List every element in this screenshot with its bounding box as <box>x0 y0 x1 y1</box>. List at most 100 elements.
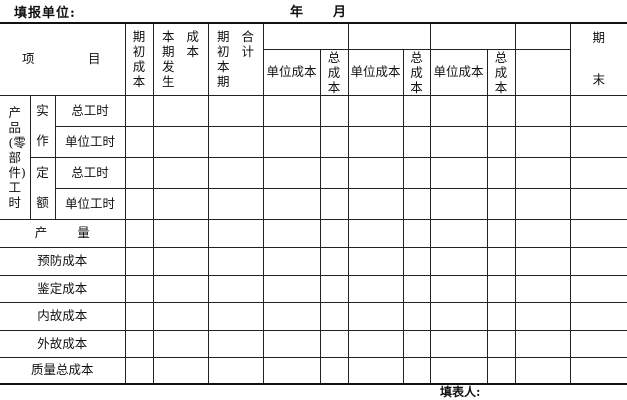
item-header-right: 目 <box>87 51 101 67</box>
blank-cell <box>124 274 154 303</box>
cumulative-right: 合计 <box>241 29 255 60</box>
blank-cell <box>569 274 627 303</box>
blank-cell <box>486 301 516 331</box>
row-label-output: 产量 <box>0 218 126 248</box>
blank-cell <box>486 356 516 385</box>
blank-cell <box>152 187 209 220</box>
total-cost-header: 总成本 <box>486 48 516 96</box>
filler-label: 填表人: <box>440 385 481 399</box>
blank-cell <box>152 356 209 385</box>
blank-cell <box>207 156 264 189</box>
blank-cell <box>402 356 431 385</box>
blank-cell <box>347 94 404 127</box>
blank-cell <box>429 187 488 220</box>
blank-cell <box>347 218 404 248</box>
table-row: 单位工时 <box>0 125 627 158</box>
blank-cell <box>262 218 321 248</box>
row-label: 鉴定成本 <box>0 274 126 303</box>
blank-cell <box>569 156 627 189</box>
blank-cell <box>319 274 349 303</box>
total-cost-text: 总成本 <box>494 49 508 95</box>
row-label: 总工时 <box>54 156 126 189</box>
blank-cell <box>514 246 571 276</box>
blank-cell <box>514 218 571 248</box>
blank-cell <box>262 301 321 331</box>
blank-cell <box>486 94 516 127</box>
blank-cell <box>207 125 264 158</box>
blank-cell <box>207 356 264 385</box>
month-label: 月 <box>333 5 347 20</box>
blank-cell <box>319 301 349 331</box>
table-row: 内故成本 <box>0 301 627 331</box>
total-cost-text: 总成本 <box>410 49 423 95</box>
blank-cell <box>152 246 209 276</box>
blank-cell <box>319 246 349 276</box>
blank-cell <box>402 218 431 248</box>
blank-cell <box>207 94 264 127</box>
total-cost-header: 总成本 <box>319 48 349 96</box>
blank-cell <box>429 156 488 189</box>
date-label: 年月 <box>290 1 376 20</box>
blank-cell <box>514 329 571 358</box>
blank-cell <box>319 356 349 385</box>
blank-cell <box>569 94 627 127</box>
unit-cost-header: 单位成本 <box>429 48 488 96</box>
table-row: 质量总成本 <box>0 356 627 385</box>
blank-cell <box>262 274 321 303</box>
year-label: 年 <box>290 5 304 20</box>
blank-cell <box>429 125 488 158</box>
cumulative-left: 期初本期 <box>217 29 230 90</box>
item-header-left: 项 <box>22 51 35 67</box>
row-label: 单位工时 <box>55 125 126 158</box>
blank-cell <box>152 301 209 331</box>
blank-cell <box>262 329 321 358</box>
unit-cost-header: 单位成本 <box>263 48 321 96</box>
blank-cell <box>402 329 431 358</box>
row-label: 内故成本 <box>0 301 126 331</box>
blank-cell <box>514 356 571 385</box>
blank-cell <box>347 301 404 331</box>
blank-cell <box>347 187 404 220</box>
blank-cell <box>319 125 349 158</box>
standard-text: 定额 <box>36 165 49 211</box>
blank-cell <box>514 301 571 331</box>
blank-header <box>514 48 570 96</box>
group-2-header <box>347 22 431 50</box>
blank-cell <box>319 187 349 220</box>
blank-cell <box>569 125 627 158</box>
item-header: 项目 <box>0 22 126 96</box>
unit-cost-header: 单位成本 <box>347 48 404 96</box>
blank-cell <box>402 187 431 220</box>
blank-cell <box>569 246 627 276</box>
blank-cell <box>486 246 516 276</box>
blank-cell <box>319 156 349 189</box>
group-3-header <box>429 22 516 50</box>
blank-cell <box>429 301 488 331</box>
blank-cell <box>486 125 516 158</box>
blank-cell <box>514 274 571 303</box>
blank-cell <box>486 274 516 303</box>
blank-cell <box>124 218 154 248</box>
blank-cell <box>124 156 154 189</box>
cumulative-header: 期初本期 合计 <box>207 22 264 96</box>
blank-cell <box>262 94 321 127</box>
blank-cell <box>569 301 627 331</box>
table-row: 定额 总工时 <box>0 156 627 220</box>
table-row: 鉴定成本 <box>0 274 627 303</box>
blank-cell <box>124 125 154 158</box>
blank-cell <box>262 187 321 220</box>
blank-cell <box>429 329 488 358</box>
blank-cell <box>207 187 264 220</box>
blank-cell <box>262 156 321 189</box>
blank-cell <box>124 246 154 276</box>
blank-cell <box>152 156 209 189</box>
blank-cell <box>402 274 431 303</box>
blank-cell <box>207 246 264 276</box>
blank-cell <box>486 218 516 248</box>
blank-cell <box>207 301 264 331</box>
table-row: 产品(零部件)工时 实作 总工时 <box>0 94 627 220</box>
blank-cell <box>124 329 154 358</box>
blank-cell <box>514 187 571 220</box>
blank-cell <box>402 301 431 331</box>
current-cost-header: 本期发生 成本 <box>152 22 209 96</box>
